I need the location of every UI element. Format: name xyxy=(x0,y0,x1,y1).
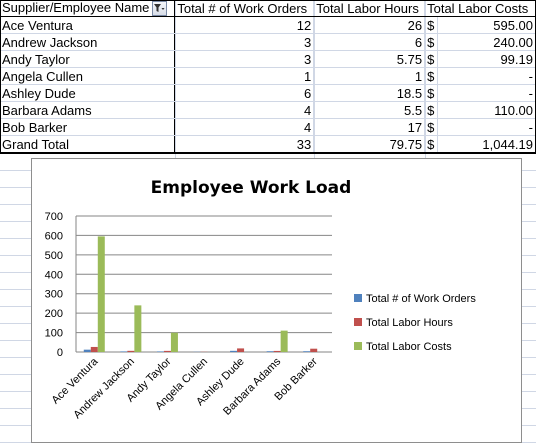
row-hours-cell[interactable]: 79.75 xyxy=(313,135,426,154)
legend-entry: Total Labor Hours xyxy=(366,317,453,329)
row-hours-cell[interactable]: 18.5 xyxy=(313,84,426,103)
table-row[interactable]: Angela Cullen 1 1 $ - xyxy=(0,67,536,86)
header-orders: Total # of Work Orders xyxy=(174,0,315,18)
filter-funnel-icon xyxy=(154,4,165,13)
header-hours: Total Labor Hours xyxy=(313,0,426,18)
row-orders-cell[interactable]: 33 xyxy=(174,135,315,154)
y-tick-label: 700 xyxy=(45,211,63,223)
row-name-cell[interactable]: Grand Total xyxy=(0,135,176,154)
row-name-cell[interactable]: Andy Taylor xyxy=(0,50,176,69)
legend-entry: Total Labor Costs xyxy=(366,341,452,353)
bar-total-of-work-orders xyxy=(303,351,311,352)
chart-svg: Employee Work Load 0 100 200 300 400 500 600 700… xyxy=(45,178,477,421)
header-costs: Total Labor Costs xyxy=(424,0,536,18)
row-currency-cell[interactable]: $ xyxy=(424,101,439,120)
bar-total-labor-costs xyxy=(280,330,288,352)
filter-dropdown-button[interactable] xyxy=(152,1,168,16)
bar-total-of-work-orders xyxy=(156,351,164,352)
row-name-cell[interactable]: Ace Ventura xyxy=(0,16,176,35)
row-currency-cell[interactable]: $ xyxy=(424,84,439,103)
chart-object[interactable]: Employee Work Load 0 100 200 300 400 500 600 700… xyxy=(31,158,522,443)
row-costs-cell[interactable]: 595.00 xyxy=(437,16,536,35)
chart-title: Employee Work Load xyxy=(151,178,352,198)
row-hours-cell[interactable]: 26 xyxy=(313,16,426,35)
header-name: Supplier/Employee Name xyxy=(0,0,176,18)
row-orders-cell[interactable]: 4 xyxy=(174,101,315,120)
row-costs-cell[interactable]: - xyxy=(437,67,536,86)
row-costs-cell[interactable]: - xyxy=(437,84,536,103)
row-currency-cell[interactable]: $ xyxy=(424,50,439,69)
row-name-cell[interactable]: Angela Cullen xyxy=(0,67,176,86)
row-hours-cell[interactable]: 6 xyxy=(313,33,426,52)
row-currency-cell[interactable]: $ xyxy=(424,118,439,137)
legend-swatch xyxy=(354,318,362,326)
table-row[interactable]: Ace Ventura 12 26 $595.00 xyxy=(0,16,536,35)
row-costs-cell[interactable]: 240.00 xyxy=(437,33,536,52)
row-costs-cell[interactable]: 1,044.19 xyxy=(437,135,536,154)
y-tick-label: 200 xyxy=(45,308,63,320)
bar-total-labor-hours xyxy=(90,346,98,352)
legend-swatch xyxy=(354,294,362,302)
row-currency-cell[interactable]: $ xyxy=(424,33,439,52)
row-currency-cell[interactable]: $ xyxy=(424,135,439,154)
row-hours-cell[interactable]: 5.75 xyxy=(313,50,426,69)
bar-total-of-work-orders xyxy=(230,350,238,352)
bar-total-labor-hours xyxy=(273,350,281,352)
bar-total-labor-costs xyxy=(134,305,142,352)
row-orders-cell[interactable]: 1 xyxy=(174,67,315,86)
legend-entry: Total # of Work Orders xyxy=(366,293,476,305)
row-orders-cell[interactable]: 4 xyxy=(174,118,315,137)
table-row[interactable]: Andrew Jackson 3 6 $240.00 xyxy=(0,33,536,52)
y-tick-label: 300 xyxy=(45,289,63,301)
row-name-cell[interactable]: Bob Barker xyxy=(0,118,176,137)
bar-total-labor-costs xyxy=(170,332,178,352)
bar-total-labor-hours xyxy=(237,348,245,352)
bar-total-labor-hours xyxy=(310,348,318,352)
legend-swatch xyxy=(354,342,362,350)
bar-total-labor-costs xyxy=(97,236,105,352)
table-row[interactable]: Ashley Dude 6 18.5 $ - xyxy=(0,84,536,103)
row-orders-cell[interactable]: 3 xyxy=(174,50,315,69)
y-tick-label: 600 xyxy=(45,230,63,242)
row-hours-cell[interactable]: 17 xyxy=(313,118,426,137)
row-orders-cell[interactable]: 12 xyxy=(174,16,315,35)
row-name-cell[interactable]: Ashley Dude xyxy=(0,84,176,103)
grand-total-row[interactable]: Grand Total 33 79.75 $1,044.19 xyxy=(0,135,536,154)
row-orders-cell[interactable]: 3 xyxy=(174,33,315,52)
table-row[interactable]: Andy Taylor 3 5.75 $99.19 xyxy=(0,50,536,69)
row-name-cell[interactable]: Andrew Jackson xyxy=(0,33,176,52)
bar-total-of-work-orders xyxy=(266,351,274,352)
y-tick-label: 500 xyxy=(45,250,63,262)
pivot-table: Supplier/Employee Name Total # of Work O… xyxy=(0,0,536,154)
bar-total-of-work-orders xyxy=(120,351,128,352)
y-tick-label: 0 xyxy=(57,347,63,359)
table-row[interactable]: Bob Barker 4 17 $ - xyxy=(0,118,536,137)
bar-total-labor-hours xyxy=(127,350,135,352)
row-costs-cell[interactable]: - xyxy=(437,118,536,137)
row-costs-cell[interactable]: 99.19 xyxy=(437,50,536,69)
row-currency-cell[interactable]: $ xyxy=(424,67,439,86)
header-name-label: Supplier/Employee Name xyxy=(2,0,150,15)
row-orders-cell[interactable]: 6 xyxy=(174,84,315,103)
row-currency-cell[interactable]: $ xyxy=(424,16,439,35)
row-hours-cell[interactable]: 5.5 xyxy=(313,101,426,120)
row-name-cell[interactable]: Barbara Adams xyxy=(0,101,176,120)
row-costs-cell[interactable]: 110.00 xyxy=(437,101,536,120)
bar-total-labor-hours xyxy=(163,350,171,352)
y-tick-label: 100 xyxy=(45,328,63,340)
bar-total-of-work-orders xyxy=(83,349,91,352)
table-row[interactable]: Barbara Adams 4 5.5 $110.00 xyxy=(0,101,536,120)
row-hours-cell[interactable]: 1 xyxy=(313,67,426,86)
y-tick-label: 400 xyxy=(45,269,63,281)
